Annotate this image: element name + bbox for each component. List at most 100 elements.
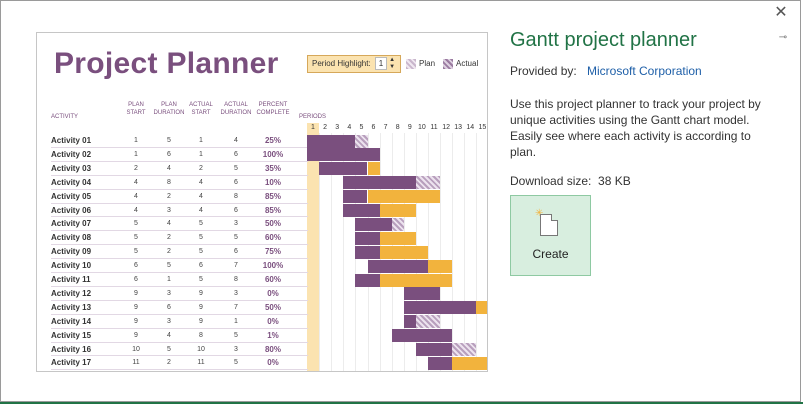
actual-start-cell: 9: [199, 317, 203, 325]
percent-complete-cell: 1%: [267, 330, 279, 340]
percent-complete-cell: 100%: [262, 149, 284, 159]
row-divider: [51, 355, 308, 357]
plan-duration-cell: 4: [167, 331, 171, 339]
row-divider: [51, 216, 308, 218]
period-number: 13: [454, 124, 463, 131]
period-grid-line: [452, 133, 454, 371]
actual-start-cell: 5: [199, 234, 203, 242]
plan-duration-cell: 5: [167, 262, 171, 270]
actual-beyond-plan-bar: [379, 231, 416, 245]
provider-link[interactable]: Microsoft Corporation: [587, 64, 702, 78]
pin-icon[interactable]: ⊸: [778, 32, 788, 43]
actual-duration-cell: 7: [234, 303, 238, 311]
plan-start-cell: 9: [134, 317, 138, 325]
activity-name: Activity 11: [51, 275, 91, 284]
plan-duration-cell: 4: [167, 164, 171, 172]
actual-duration-cell: 3: [234, 289, 238, 297]
actual-beyond-plan-bar: [379, 273, 453, 287]
close-icon[interactable]: ✕: [774, 4, 788, 21]
legend-plan-label: Plan: [419, 59, 436, 68]
actual-duration-cell: 1: [234, 317, 238, 325]
percent-complete-cell: 60%: [264, 275, 281, 284]
actual-duration-cell: 6: [234, 150, 238, 158]
actual-bar: [428, 356, 453, 370]
header-periods: PERIODS: [299, 114, 327, 120]
provided-by-row: Provided by: Microsoft Corporation: [510, 64, 790, 78]
row-divider: [51, 174, 308, 176]
actual-duration-cell: 8: [234, 192, 238, 200]
percent-complete-cell: 0%: [267, 358, 279, 368]
plan-start-cell: 6: [134, 276, 138, 283]
percent-complete-cell: 60%: [264, 233, 281, 243]
actual-bar: [355, 245, 380, 259]
create-button[interactable]: ✳ Create: [510, 195, 591, 276]
percent-complete-cell: 0%: [267, 288, 279, 298]
actual-beyond-plan-bar: [428, 259, 453, 273]
new-spark-icon: ✳: [535, 209, 543, 219]
actual-start-cell: 1: [199, 137, 203, 144]
period-number: 12: [442, 124, 450, 131]
actual-start-cell: 9: [199, 289, 203, 297]
plan-duration-cell: 6: [167, 150, 171, 158]
period-number: 9: [407, 124, 412, 131]
period-number: 4: [347, 124, 352, 131]
new-document-icon: [540, 214, 558, 236]
spinner-icon: ▲ ▼: [389, 56, 396, 70]
actual-bar: [343, 176, 416, 190]
legend-plan: Plan: [406, 58, 435, 70]
percent-complete-cell: 50%: [264, 302, 281, 312]
period-grid-line: [476, 133, 478, 371]
percent-complete-cell: 100%: [262, 261, 284, 271]
plan-start-cell: 9: [134, 303, 138, 311]
create-button-label: Create: [532, 247, 569, 261]
legend-actual-swatch: [443, 58, 453, 69]
actual-bar: [355, 231, 380, 245]
activity-name: Activity 07: [51, 219, 92, 229]
actual-start-cell: 5: [199, 276, 203, 283]
row-divider: [51, 244, 308, 246]
actual-bar: [307, 148, 380, 162]
period-number: 15: [478, 124, 487, 131]
template-description: Use this project planner to track your p…: [510, 97, 761, 159]
row-divider: [51, 313, 308, 315]
actual-bar: [343, 190, 368, 204]
period-grid-line: [343, 133, 345, 371]
plan-start-cell: 4: [134, 206, 138, 214]
actual-duration-cell: 7: [234, 262, 238, 270]
period-number: 14: [466, 124, 475, 131]
legend-actual-label: Actual: [456, 59, 479, 68]
row-divider: [51, 285, 308, 287]
period-number: 11: [430, 124, 438, 131]
period-number: 1: [311, 124, 315, 131]
period-number: 2: [323, 124, 328, 131]
period-grid-line: [464, 133, 466, 371]
activity-name: Activity 09: [51, 247, 92, 257]
plan-start-cell: 9: [134, 289, 138, 297]
actual-start-cell: 10: [197, 345, 205, 353]
download-size-label: Download size:: [510, 174, 592, 188]
activity-name: Activity 10: [51, 261, 92, 271]
actual-bar: [403, 301, 477, 315]
percent-complete-cell: 10%: [264, 177, 281, 187]
template-title: Gantt project planner: [510, 29, 697, 51]
period-grid-line: [331, 133, 333, 371]
actual-start-cell: 4: [199, 206, 203, 214]
actual-beyond-plan-bar: [452, 356, 487, 370]
window-bottom-border: [0, 402, 803, 404]
percent-complete-cell: 80%: [264, 344, 281, 354]
plan-duration-cell: 2: [167, 248, 171, 256]
activity-name: Activity 17: [51, 358, 92, 368]
actual-beyond-plan-bar: [367, 162, 380, 176]
period-number: 3: [335, 124, 340, 131]
actual-duration-cell: 8: [234, 276, 238, 283]
row-divider: [51, 230, 308, 232]
period-highlight-control: Period Highlight: 1 ▲ ▼: [307, 55, 402, 73]
actual-duration-cell: 6: [234, 248, 238, 256]
header-plan-start: PLAN START: [126, 102, 146, 116]
activity-name: Activity 13: [51, 302, 92, 312]
activity-name: Activity 12: [51, 288, 92, 298]
percent-complete-cell: 75%: [264, 247, 281, 257]
percent-complete-cell: 85%: [264, 191, 281, 201]
plan-duration-cell: 2: [167, 359, 171, 367]
